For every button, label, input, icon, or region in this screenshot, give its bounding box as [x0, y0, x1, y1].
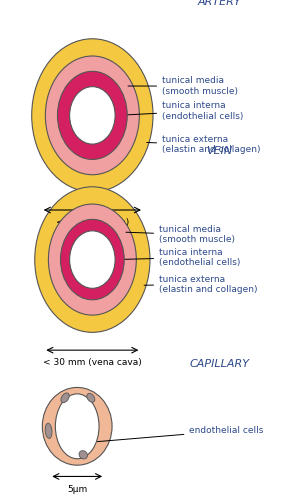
Text: tunica interna
(endothelial cells): tunica interna (endothelial cells) [118, 248, 241, 267]
Text: ARTERY: ARTERY [198, 0, 241, 7]
Ellipse shape [61, 219, 124, 300]
Ellipse shape [42, 388, 112, 465]
Text: CAPILLARY: CAPILLARY [190, 359, 250, 369]
Text: VEIN: VEIN [207, 146, 233, 156]
Text: < 18mm (aorta): < 18mm (aorta) [56, 218, 129, 227]
Ellipse shape [69, 231, 115, 288]
Text: tunica externa
(elastin and collagen): tunica externa (elastin and collagen) [144, 275, 258, 294]
Circle shape [55, 394, 99, 459]
Ellipse shape [58, 71, 127, 159]
Ellipse shape [69, 87, 115, 144]
Ellipse shape [35, 187, 150, 332]
Text: tunica externa
(elastin and collagen): tunica externa (elastin and collagen) [147, 135, 261, 154]
Text: endothelial cells: endothelial cells [97, 426, 264, 442]
Ellipse shape [87, 394, 95, 402]
Ellipse shape [45, 56, 139, 175]
Ellipse shape [79, 450, 88, 459]
Ellipse shape [61, 393, 69, 403]
Text: tunical media
(smooth muscle): tunical media (smooth muscle) [126, 225, 235, 245]
Ellipse shape [45, 423, 52, 439]
Text: tunical media
(smooth muscle): tunical media (smooth muscle) [128, 76, 238, 96]
Text: < 30 mm (vena cava): < 30 mm (vena cava) [43, 358, 142, 367]
Ellipse shape [48, 204, 136, 315]
Text: tunica interna
(endothelial cells): tunica interna (endothelial cells) [120, 101, 244, 121]
Text: 5μm: 5μm [67, 485, 87, 494]
Ellipse shape [32, 39, 153, 192]
